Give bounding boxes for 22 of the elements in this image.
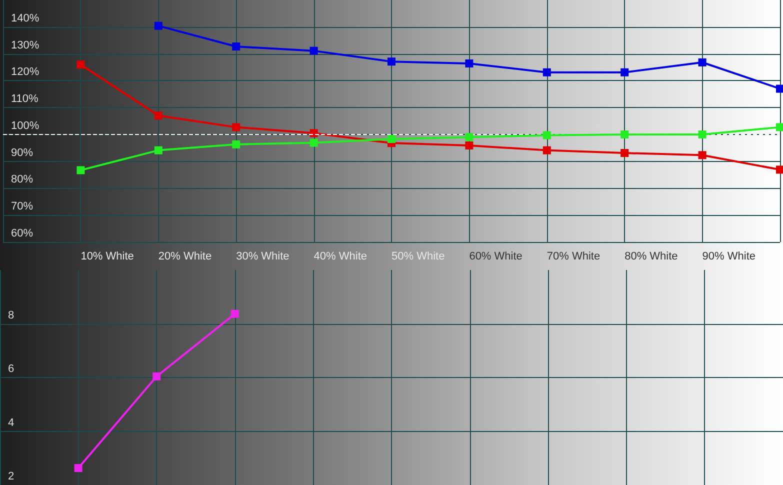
x-tick-label: 70% White	[546, 250, 600, 262]
x-tick-label: 40% White	[314, 250, 368, 262]
y-tick-label: 120%	[11, 66, 40, 78]
x-tick-label: 80% White	[624, 250, 678, 262]
x-tick-label: 50% White	[392, 250, 445, 262]
x-tick-label: 60% White	[469, 250, 522, 262]
y-tick-label: 110%	[11, 93, 39, 106]
x-tick-label: 90% White	[702, 250, 756, 262]
x-tick-label: 20% White	[158, 250, 212, 262]
y-tick-label: 6	[8, 363, 14, 375]
y-tick-label: 70%	[11, 200, 34, 213]
y-tick-label: 4	[8, 416, 14, 429]
y-tick-label: 90%	[11, 146, 34, 159]
y-tick-label: 100%	[11, 120, 40, 132]
x-tick-label: 10% White	[80, 250, 134, 262]
y-tick-label: 80%	[11, 174, 34, 186]
y-tick-label: 140%	[11, 12, 40, 24]
y-tick-label: 8	[8, 309, 14, 322]
x-tick-label: 30% White	[236, 250, 290, 262]
y-tick-label: 60%	[11, 228, 34, 240]
y-tick-label: 2	[8, 470, 14, 482]
y-tick-label: 130%	[11, 39, 40, 52]
